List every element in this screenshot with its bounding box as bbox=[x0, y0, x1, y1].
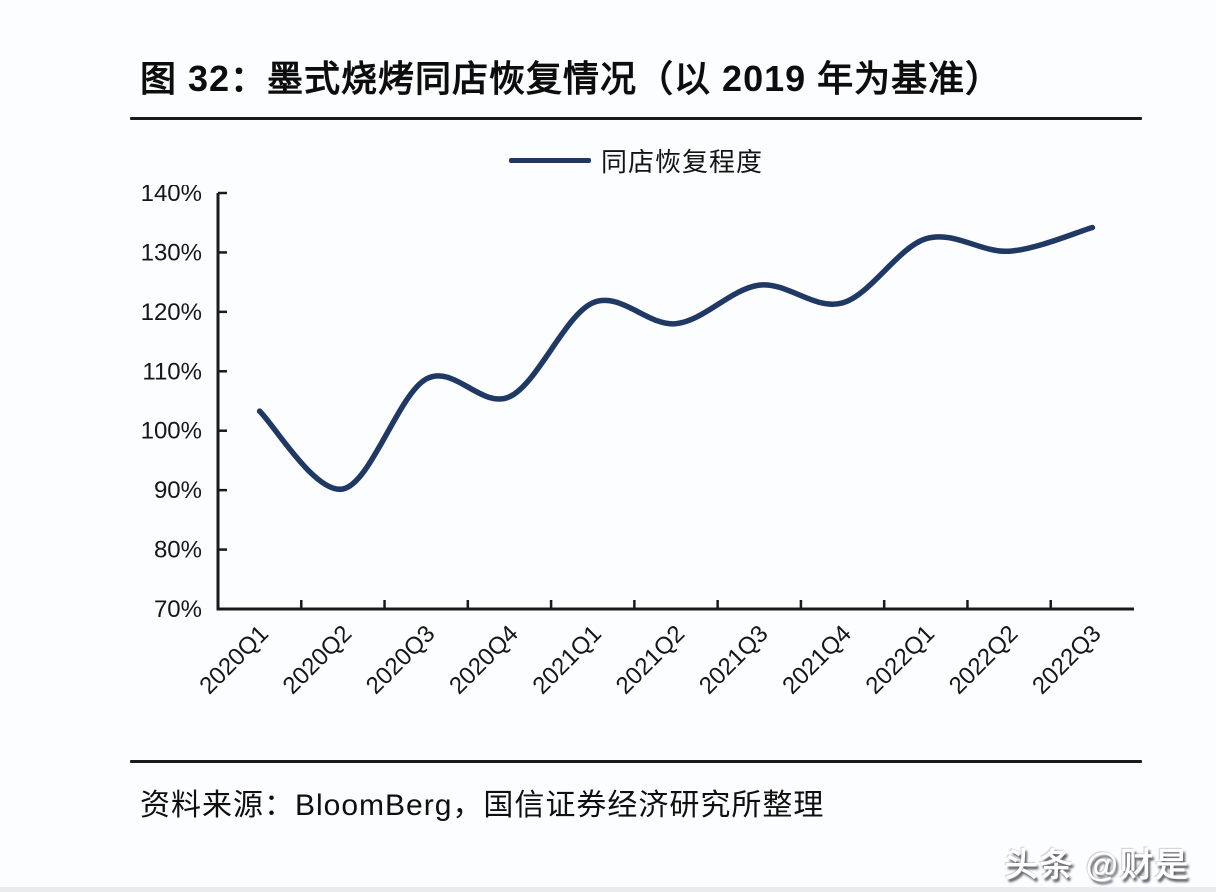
svg-text:2020Q1: 2020Q1 bbox=[194, 620, 273, 699]
svg-text:100%: 100% bbox=[141, 418, 202, 445]
svg-text:2022Q2: 2022Q2 bbox=[944, 620, 1023, 699]
svg-text:90%: 90% bbox=[154, 477, 202, 504]
svg-text:2020Q4: 2020Q4 bbox=[444, 620, 523, 699]
svg-text:2020Q3: 2020Q3 bbox=[361, 620, 440, 699]
legend-line-sample-icon bbox=[508, 157, 591, 163]
svg-text:2022Q3: 2022Q3 bbox=[1027, 620, 1106, 699]
figure-title: 图 32：墨式烧烤同店恢复情况（以 2019 年为基准） bbox=[140, 58, 1003, 99]
source-divider-line bbox=[130, 760, 1142, 763]
chart-legend: 同店恢复程度 bbox=[130, 142, 1142, 178]
svg-text:2020Q2: 2020Q2 bbox=[278, 620, 357, 699]
watermark-text: 头条 @财是 bbox=[1004, 846, 1190, 883]
svg-text:2021Q2: 2021Q2 bbox=[611, 620, 690, 699]
chart-area: 140% 130% 120% 110% 100% 90% 80% 70% 2020Q1 2020Q… bbox=[130, 180, 1150, 715]
svg-text:140%: 140% bbox=[141, 185, 202, 207]
bottom-edge-strip bbox=[0, 887, 1216, 892]
svg-text:80%: 80% bbox=[154, 537, 202, 564]
svg-text:2021Q3: 2021Q3 bbox=[694, 620, 773, 699]
line-chart: 140%130%120%110%100%90%80%70%2020Q1 2020Q… bbox=[141, 180, 1134, 700]
source-text: 资料来源：BloomBerg，国信证券经济研究所整理 bbox=[140, 789, 825, 822]
svg-text:70%: 70% bbox=[154, 596, 202, 623]
svg-text:2021Q4: 2021Q4 bbox=[777, 620, 856, 699]
svg-text:130%: 130% bbox=[141, 239, 202, 266]
svg-text:2022Q1: 2022Q1 bbox=[861, 620, 940, 699]
svg-text:120%: 120% bbox=[141, 299, 202, 326]
legend-series-label: 同店恢复程度 bbox=[600, 146, 763, 177]
svg-text:110%: 110% bbox=[142, 358, 202, 385]
title-divider-line bbox=[130, 117, 1142, 120]
svg-text:2021Q1: 2021Q1 bbox=[527, 620, 606, 699]
